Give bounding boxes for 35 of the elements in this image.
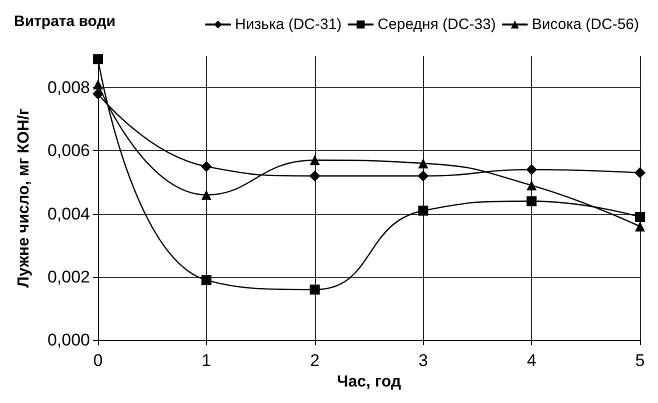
x-tick-label: 5 (635, 351, 645, 370)
point (201, 275, 212, 286)
point (635, 212, 645, 222)
point (92, 88, 104, 100)
point (200, 160, 212, 172)
legend-title: Витрата води (14, 13, 116, 30)
x-tick-label: 4 (526, 351, 536, 370)
y-tick-label: 0,004 (47, 204, 90, 224)
y-tick-label: 0,002 (47, 267, 90, 286)
y-tick-label: 0,000 (47, 330, 90, 350)
legend-label: Висока (DC-56) (532, 16, 640, 33)
point (526, 196, 537, 206)
point (418, 170, 429, 182)
point (634, 167, 646, 178)
point (93, 79, 103, 90)
point (310, 155, 320, 166)
x-axis-title: Час, год (336, 374, 402, 390)
point (201, 190, 212, 200)
y-axis-title: Лужне число, мг КОН/г (16, 108, 32, 288)
point (310, 284, 320, 295)
point (526, 164, 538, 176)
x-tick-label: 0 (93, 351, 103, 370)
point (309, 170, 320, 182)
point (526, 180, 537, 190)
point (635, 221, 645, 232)
point (418, 158, 428, 168)
point (93, 54, 103, 64)
legend-label: Середня (DC-33) (378, 16, 496, 33)
y-tick-label: 0,008 (47, 78, 90, 98)
y-tick-label: 0,006 (47, 141, 90, 160)
x-tick-label: 1 (202, 351, 212, 370)
legend-label: Низька (DC-31) (235, 16, 342, 33)
x-tick-label: 2 (310, 351, 320, 370)
x-tick-label: 3 (418, 351, 428, 370)
point (418, 206, 428, 216)
